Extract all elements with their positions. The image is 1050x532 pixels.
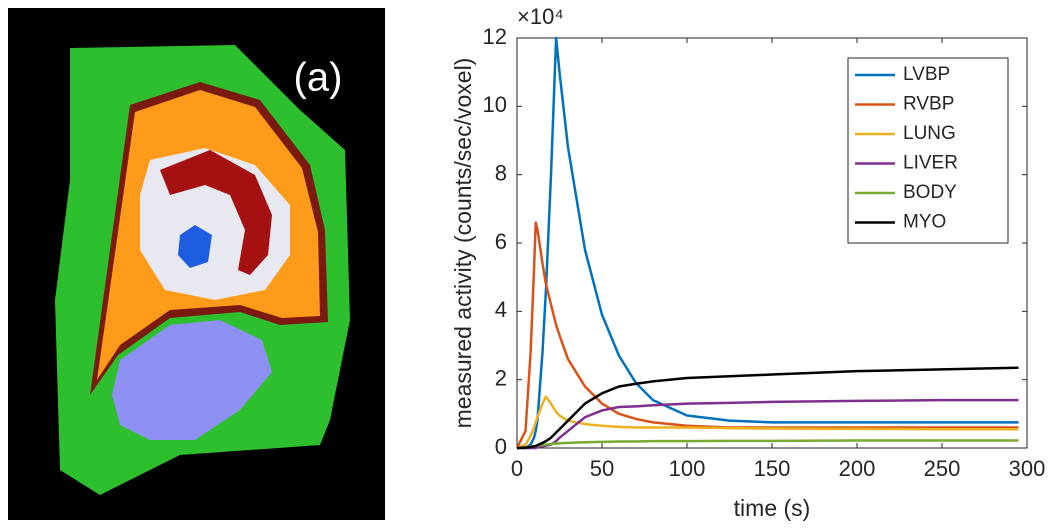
x-tick-label: 0 [511,456,523,481]
x-tick-label: 150 [754,456,791,481]
series-line [517,398,1019,450]
x-axis-label: time (s) [734,495,811,521]
series-line [516,366,1019,450]
y-tick-label: 12 [483,24,507,49]
x-tick-label: 250 [924,456,961,481]
x-tick-label: 200 [839,456,876,481]
y-tick-label: 2 [495,365,507,390]
y-multiplier: ×10⁴ [517,4,564,29]
legend-label: LVBP [903,64,950,85]
legend-label: LUNG [903,123,956,144]
x-tick-label: 50 [590,456,614,481]
x-tick-label: 300 [1009,456,1046,481]
legend-label: MYO [903,212,946,233]
y-tick-label: 8 [495,160,507,185]
y-tick-label: 4 [495,297,507,322]
panel-label: (a) [294,56,343,100]
series-line [517,36,1019,450]
legend-box [847,57,1009,244]
legend-label: RVBP [903,94,954,115]
segmentation-image: (a) [8,8,385,520]
legend-label: LIVER [903,153,958,174]
x-tick-label: 100 [669,456,706,481]
y-tick-label: 0 [495,434,507,459]
chart: 0 50 100 150 200 250 300 0 2 4 6 8 10 12 ×10⁴ time (s) m… [450,4,1045,521]
legend-label: BODY [903,182,957,203]
y-tick-label: 6 [495,229,507,254]
y-tick-label: 10 [483,92,507,117]
y-axis-label: measured activity (counts/sec/voxel) [450,58,476,429]
